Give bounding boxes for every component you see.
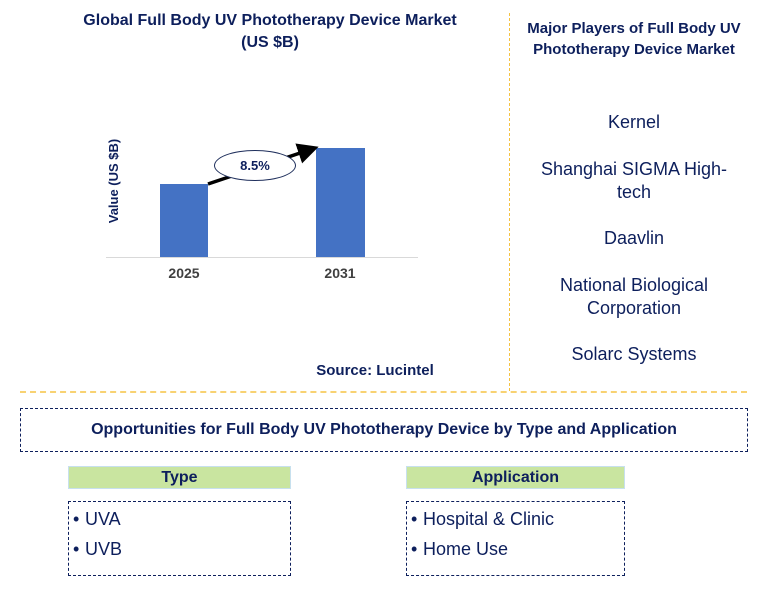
player-item: Daavlin	[603, 228, 665, 248]
player-item: Kernel	[607, 112, 661, 132]
x-tick-2025: 2025	[168, 265, 200, 281]
application-list: • Hospital & Clinic • Home Use	[406, 501, 625, 576]
x-axis-line	[106, 257, 418, 258]
opportunities-banner: Opportunities for Full Body UV Photother…	[20, 408, 748, 452]
application-header: Application	[406, 466, 625, 489]
type-list: • UVA • UVB	[68, 501, 291, 576]
source-label: Source: Lucintel	[316, 362, 434, 379]
player-item: Shanghai SIGMA High-tech	[540, 159, 728, 202]
bullet-icon: •	[73, 509, 80, 529]
vertical-divider	[509, 13, 510, 391]
bullet-icon: •	[73, 539, 80, 559]
type-item: • UVB	[73, 534, 286, 564]
opportunities-title: Opportunities for Full Body UV Photother…	[91, 421, 677, 438]
players-title: Major Players of Full Body UV Photothera…	[527, 20, 741, 58]
horizontal-divider	[20, 391, 747, 393]
bullet-icon: •	[411, 509, 418, 529]
player-item: Solarc Systems	[571, 344, 697, 364]
bar-2025	[160, 184, 208, 257]
bullet-icon: •	[411, 539, 418, 559]
cagr-badge: 8.5%	[214, 150, 296, 181]
type-header: Type	[68, 466, 291, 489]
x-tick-2031: 2031	[324, 265, 356, 281]
chart-title: Global Full Body UV Phototherapy Device …	[83, 12, 457, 51]
type-item: • UVA	[73, 504, 286, 534]
bar-2031	[316, 148, 365, 257]
player-item: National Biological Corporation	[559, 275, 709, 318]
application-item: • Home Use	[411, 534, 620, 564]
application-item: • Hospital & Clinic	[411, 504, 620, 534]
